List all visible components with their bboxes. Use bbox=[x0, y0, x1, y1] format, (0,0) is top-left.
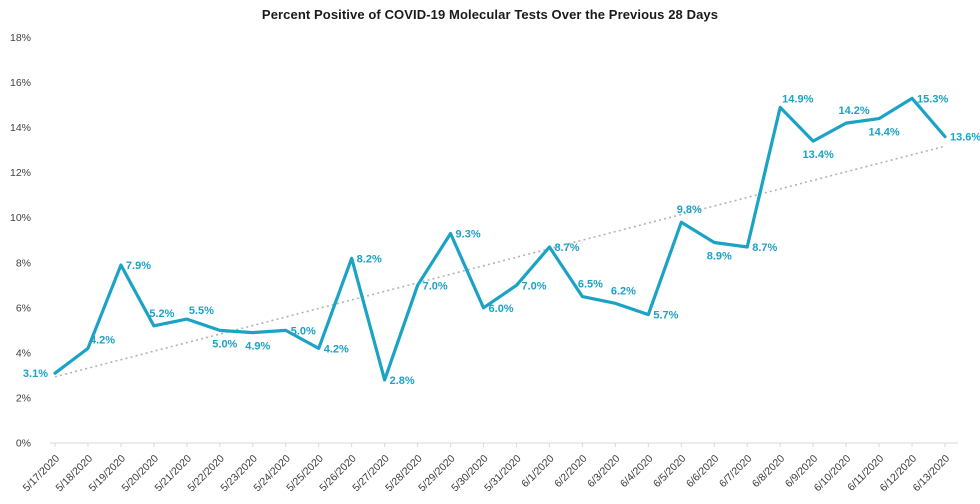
data-point-label: 7.0% bbox=[423, 280, 448, 292]
data-point-label: 13.6% bbox=[950, 132, 980, 144]
data-point-label: 8.2% bbox=[357, 253, 382, 265]
x-axis-label: 6/1/2020 bbox=[519, 453, 556, 490]
x-axis-label: 5/31/2020 bbox=[482, 453, 524, 495]
data-point-label: 5.7% bbox=[653, 310, 678, 322]
y-axis-tick-label: 4% bbox=[16, 347, 31, 359]
x-axis-label: 6/3/2020 bbox=[585, 453, 622, 490]
data-point-label: 14.9% bbox=[782, 93, 813, 105]
x-axis-label: 6/8/2020 bbox=[750, 453, 787, 490]
y-axis-tick-label: 8% bbox=[16, 257, 31, 269]
data-point-label: 14.4% bbox=[868, 127, 899, 139]
data-point-label: 8.7% bbox=[752, 242, 777, 254]
data-point-label: 7.0% bbox=[521, 280, 546, 292]
y-axis-tick-label: 10% bbox=[10, 212, 31, 224]
y-axis-tick-label: 2% bbox=[16, 392, 31, 404]
data-point-label: 4.2% bbox=[324, 343, 349, 355]
data-point-label: 4.2% bbox=[90, 334, 115, 346]
data-point-label: 4.9% bbox=[245, 341, 270, 353]
data-point-label: 6.5% bbox=[578, 279, 603, 291]
y-axis-tick-label: 12% bbox=[10, 167, 31, 179]
x-axis-label: 6/2/2020 bbox=[552, 453, 589, 490]
percent-positive-series-line bbox=[53, 96, 947, 382]
data-point-label: 6.0% bbox=[489, 303, 514, 315]
y-axis-tick-label: 14% bbox=[10, 122, 31, 134]
data-point-label: 5.2% bbox=[149, 308, 174, 320]
x-axis-label: 6/7/2020 bbox=[717, 453, 754, 490]
data-point-label: 9.3% bbox=[456, 228, 481, 240]
x-axis-label: 6/13/2020 bbox=[911, 453, 953, 495]
y-axis-tick-label: 0% bbox=[16, 438, 31, 450]
data-point-label: 15.3% bbox=[917, 93, 948, 105]
data-point-label: 8.7% bbox=[554, 242, 579, 254]
data-point-label: 5.5% bbox=[189, 305, 214, 317]
y-axis-tick-label: 18% bbox=[10, 32, 31, 44]
y-axis-tick-label: 6% bbox=[16, 302, 31, 314]
data-point-label: 14.2% bbox=[839, 105, 870, 117]
x-axis-label: 6/5/2020 bbox=[651, 453, 688, 490]
chart-title: Percent Positive of COVID-19 Molecular T… bbox=[261, 7, 719, 22]
x-axis-label: 6/6/2020 bbox=[684, 453, 721, 490]
data-point-label: 9.8% bbox=[677, 204, 702, 216]
data-point-label: 3.1% bbox=[23, 368, 48, 380]
x-axis-label: 6/4/2020 bbox=[618, 453, 655, 490]
data-point-label: 8.9% bbox=[707, 251, 732, 263]
data-point-label: 5.0% bbox=[212, 338, 237, 350]
data-point-label: 5.0% bbox=[291, 325, 316, 337]
data-point-label: 7.9% bbox=[126, 260, 151, 272]
trendline bbox=[54, 145, 946, 378]
data-point-label: 2.8% bbox=[390, 375, 415, 387]
y-axis-tick-label: 16% bbox=[10, 77, 31, 89]
data-point-label: 13.4% bbox=[803, 149, 834, 161]
data-point-label: 6.2% bbox=[611, 285, 636, 297]
